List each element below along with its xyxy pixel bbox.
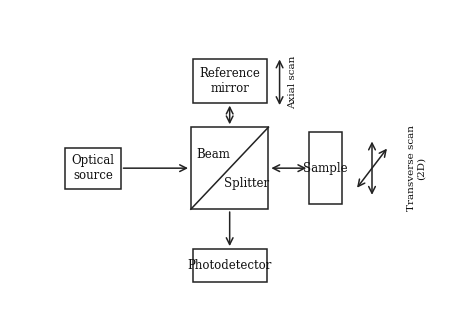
Bar bbox=[192, 59, 266, 103]
Bar bbox=[308, 132, 342, 204]
Text: Sample: Sample bbox=[303, 162, 347, 175]
Text: Photodetector: Photodetector bbox=[187, 259, 271, 272]
Bar bbox=[190, 127, 268, 209]
Text: Transverse scan
(2D): Transverse scan (2D) bbox=[406, 125, 425, 211]
Text: Beam: Beam bbox=[196, 148, 229, 161]
Text: Axial scan: Axial scan bbox=[287, 56, 296, 109]
Bar bbox=[192, 249, 266, 282]
Text: Splitter: Splitter bbox=[223, 177, 268, 190]
Text: Reference
mirror: Reference mirror bbox=[199, 67, 259, 95]
Text: Optical
source: Optical source bbox=[71, 154, 114, 182]
Bar bbox=[65, 148, 120, 189]
